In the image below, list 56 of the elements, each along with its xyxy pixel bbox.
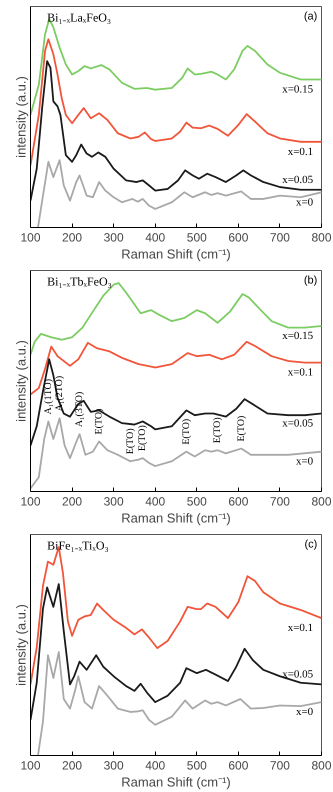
annotation: A₁(3TO) xyxy=(74,392,86,428)
x-tick-label: 200 xyxy=(62,230,82,244)
y-axis-title: intensity (a.u.) xyxy=(14,340,28,422)
annotation: (a) xyxy=(304,10,318,23)
annotation: (b) xyxy=(304,274,318,287)
x-tick-label: 800 xyxy=(311,494,332,508)
x-tick-label: 300 xyxy=(104,494,124,508)
series-label: x=0.1 xyxy=(288,366,314,379)
chart-title: Bi₁₋ₓLaₓFeO₃ xyxy=(47,10,112,25)
series-label: x=0 xyxy=(296,456,314,468)
x-axis-title: Raman Shift (cm⁻¹) xyxy=(121,510,231,526)
x-tick-label: 100 xyxy=(20,758,41,772)
y-axis-title: intensity (a.u.) xyxy=(14,76,28,158)
x-tick-label: 400 xyxy=(145,230,166,244)
x-tick-label: 700 xyxy=(270,230,290,244)
chart-title: BiFe₁₋ₓTiₓO₃ xyxy=(47,538,109,553)
series-label: x=0.05 xyxy=(282,418,314,430)
x-tick-label: 600 xyxy=(228,494,249,508)
x-tick-label: 200 xyxy=(62,758,82,772)
x-tick-label: 400 xyxy=(145,494,166,508)
x-tick-label: 200 xyxy=(62,494,82,508)
x-tick-label: 300 xyxy=(104,758,124,772)
chart-title: Bi₁₋ₓTbₓFeO₃ xyxy=(47,274,112,289)
series-label: x=0.05 xyxy=(282,174,314,186)
x-tick-label: 600 xyxy=(228,758,249,772)
annotation: E(TO) xyxy=(137,425,148,452)
x-tick-label: 100 xyxy=(20,494,41,508)
annotation: E(TO) xyxy=(212,417,224,444)
x-tick-label: 600 xyxy=(228,230,249,244)
annotation: E(TO) xyxy=(94,408,105,434)
annotation: E(TO) xyxy=(236,416,247,442)
annotation: A₁(1TO) xyxy=(42,378,54,414)
annotation: (c) xyxy=(304,538,318,551)
x-axis-title: Raman Shift (cm⁻¹) xyxy=(121,774,231,790)
x-tick-label: 800 xyxy=(311,230,332,244)
x-tick-label: 400 xyxy=(145,758,166,772)
series-label: x=0.15 xyxy=(282,83,314,96)
x-tick-label: 500 xyxy=(186,494,208,508)
x-tick-label: 100 xyxy=(20,230,41,244)
series-label: x=0 xyxy=(296,706,314,718)
series-label: x=0.1 xyxy=(288,622,314,634)
x-tick-label: 700 xyxy=(270,758,290,772)
series-label: x=0.05 xyxy=(282,668,314,680)
annotation: A₁(2TO) xyxy=(54,376,66,412)
x-tick-label: 800 xyxy=(311,758,332,772)
series-label: x=0 xyxy=(296,196,314,208)
x-tick-label: 700 xyxy=(270,494,290,508)
annotation: E(TO) xyxy=(124,428,136,454)
x-tick-label: 500 xyxy=(186,758,208,772)
series-label: x=0.1 xyxy=(288,146,314,158)
x-tick-label: 500 xyxy=(186,230,208,244)
series-label: x=0.15 xyxy=(282,330,314,342)
annotation: E(TO) xyxy=(180,418,192,445)
x-tick-label: 300 xyxy=(104,230,124,244)
y-axis-title: intensity (a.u.) xyxy=(14,604,28,686)
x-axis-title: Raman Shift (cm⁻¹) xyxy=(121,246,231,262)
